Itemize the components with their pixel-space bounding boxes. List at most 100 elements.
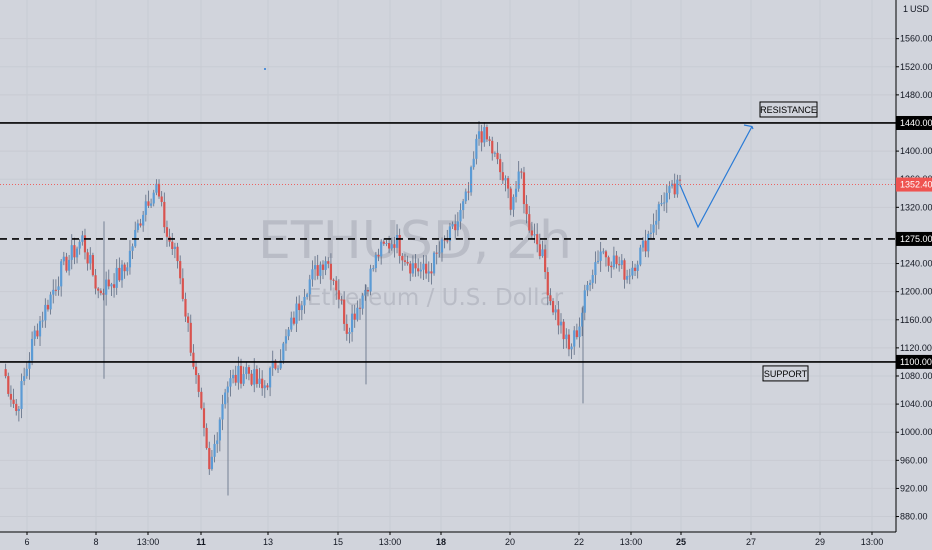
- candle-down: [86, 252, 89, 264]
- candle-down: [250, 373, 253, 385]
- candle-down: [544, 249, 547, 273]
- candle-up: [136, 223, 139, 230]
- candle-up: [599, 251, 602, 261]
- candle-up: [639, 247, 642, 265]
- candle-down: [205, 427, 208, 449]
- candle-down: [467, 191, 470, 193]
- candle-up: [636, 264, 639, 271]
- candle-down: [678, 179, 682, 181]
- candle-down: [332, 279, 335, 281]
- candle-up: [276, 368, 280, 370]
- candle-up: [440, 239, 444, 253]
- candle-up: [263, 385, 266, 389]
- candle-down: [97, 288, 100, 291]
- candle-down: [551, 301, 555, 313]
- candle-up: [628, 275, 631, 277]
- candle-up: [28, 360, 31, 369]
- candle-up: [462, 201, 465, 211]
- candle-down: [247, 367, 251, 374]
- candle-down: [358, 307, 362, 309]
- candle-down: [430, 271, 433, 274]
- currency-label: USD: [910, 4, 930, 14]
- price-tick-label: 960.00: [900, 455, 928, 465]
- candle-up: [226, 386, 229, 393]
- candle-up: [602, 251, 605, 253]
- candle-down: [12, 399, 15, 404]
- candle-up: [23, 376, 26, 382]
- time-tick-label: 22: [574, 537, 584, 547]
- candle-down: [83, 235, 87, 253]
- candle-up: [380, 241, 383, 257]
- candle-down: [292, 317, 295, 324]
- candle-up: [596, 260, 600, 263]
- time-axis[interactable]: 6 8 13:00 11 13 15 13:00 18 20 22 13:00 25 27 29 13:00: [0, 531, 896, 550]
- candle-up: [149, 203, 153, 206]
- candle-down: [194, 366, 198, 376]
- candle-up: [512, 196, 515, 210]
- candle-up: [348, 332, 351, 334]
- candle-up: [105, 279, 108, 295]
- candle-up: [70, 245, 73, 260]
- candle-up: [573, 330, 576, 347]
- candle-up: [356, 307, 359, 320]
- last-price-tag-label: 1352.40: [900, 180, 932, 190]
- candle-down: [321, 264, 325, 270]
- candle-up: [308, 279, 311, 295]
- watermark: ETHUSD, 2h Ethereum / U.S. Dollar: [258, 211, 572, 311]
- candle-down: [208, 448, 211, 470]
- candle-down: [525, 204, 528, 215]
- candle-down: [382, 241, 385, 244]
- projection-arrowhead: [743, 124, 754, 130]
- candle-down: [197, 375, 200, 392]
- candle-up: [456, 221, 459, 231]
- candle-down: [118, 267, 121, 281]
- candle-up: [663, 202, 666, 204]
- candle-up: [144, 201, 147, 215]
- support-box: [762, 365, 809, 382]
- candle-down: [73, 245, 76, 258]
- candle-up: [559, 321, 563, 326]
- candle-down: [179, 261, 182, 279]
- candle-up: [210, 456, 214, 470]
- candle-down: [200, 391, 203, 409]
- price-tick-label: 1160.00: [900, 315, 932, 325]
- candle-down: [337, 290, 340, 300]
- candle-down: [604, 251, 608, 258]
- candle-up: [245, 367, 248, 375]
- candle-up: [477, 131, 481, 139]
- candle-up: [242, 374, 245, 384]
- candle-down: [491, 140, 494, 154]
- candle-down: [261, 378, 264, 389]
- candle-up: [89, 255, 92, 264]
- candle-down: [298, 303, 301, 311]
- price-axis[interactable]: 1USD1560.001520.001480.001400.001360.001…: [895, 0, 932, 550]
- candle-down: [54, 289, 57, 291]
- candle-up: [475, 138, 478, 159]
- candle-down: [157, 183, 161, 197]
- candle-up: [655, 220, 658, 225]
- candle-up: [142, 214, 145, 226]
- time-tick-label: 15: [333, 537, 343, 547]
- watermark-subtitle: Ethereum / U.S. Dollar: [307, 285, 564, 311]
- candle-up: [295, 303, 298, 324]
- candle-up: [657, 204, 660, 221]
- time-tick-label: 13:00: [861, 537, 884, 547]
- candle-up: [173, 246, 176, 250]
- candle-up: [25, 368, 28, 377]
- price-tick-label: 1040.00: [900, 399, 932, 409]
- candle-down: [536, 234, 539, 245]
- candle-up: [514, 188, 518, 197]
- candle-up: [319, 264, 322, 276]
- candle-down: [234, 374, 237, 383]
- price-tick-label: 1560.00: [900, 34, 932, 44]
- candle-down: [435, 252, 438, 254]
- candle-down: [4, 369, 7, 377]
- candle-down: [15, 403, 18, 411]
- candle-down: [176, 246, 179, 262]
- price-axis-bg: [896, 0, 932, 550]
- candle-up: [218, 419, 221, 441]
- candle-down: [187, 316, 190, 323]
- candle-up: [469, 167, 473, 193]
